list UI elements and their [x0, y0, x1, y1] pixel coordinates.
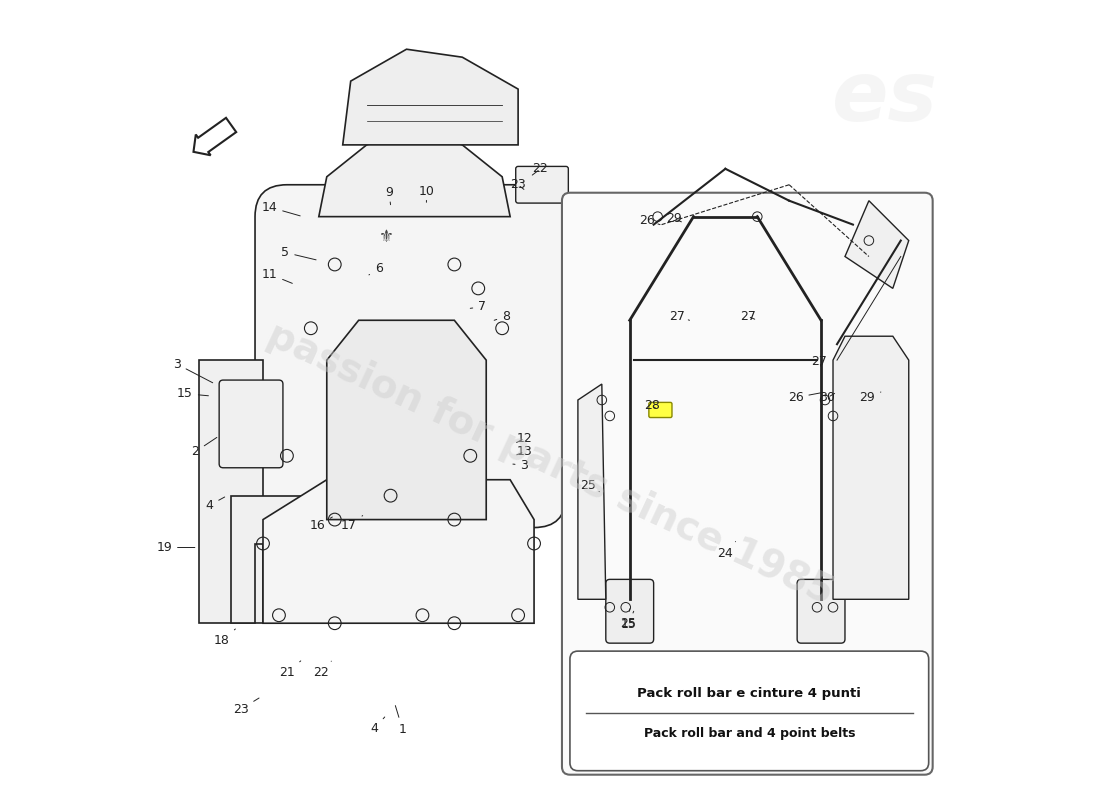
Text: 26: 26: [788, 391, 823, 404]
Text: 15: 15: [177, 387, 208, 400]
Text: 12: 12: [517, 432, 532, 445]
FancyArrow shape: [194, 118, 236, 155]
Text: 27: 27: [670, 310, 690, 322]
Text: 3: 3: [513, 459, 528, 472]
Text: 28: 28: [645, 399, 660, 412]
FancyBboxPatch shape: [219, 380, 283, 468]
Text: 19: 19: [156, 541, 195, 554]
Text: 25: 25: [620, 609, 636, 630]
Text: 4: 4: [206, 497, 224, 512]
Text: 16: 16: [309, 517, 332, 533]
Polygon shape: [327, 320, 486, 519]
Text: 29: 29: [859, 391, 881, 404]
Text: 8: 8: [494, 310, 510, 322]
Text: 11: 11: [262, 267, 293, 283]
Text: passion for parts since 1985: passion for parts since 1985: [261, 315, 839, 612]
Text: 14: 14: [262, 201, 300, 216]
Polygon shape: [845, 201, 909, 288]
Text: 18: 18: [213, 629, 235, 647]
Text: 13: 13: [517, 446, 532, 458]
Text: 29: 29: [666, 212, 681, 225]
Text: 17: 17: [341, 515, 363, 533]
Text: es: es: [832, 57, 938, 138]
FancyBboxPatch shape: [516, 166, 569, 203]
Text: 1: 1: [395, 706, 407, 736]
Text: 23: 23: [233, 698, 258, 716]
Text: 24: 24: [717, 542, 736, 559]
Text: 27: 27: [740, 310, 756, 322]
FancyBboxPatch shape: [562, 193, 933, 774]
Polygon shape: [833, 336, 909, 599]
Text: Pack roll bar e cinture 4 punti: Pack roll bar e cinture 4 punti: [637, 686, 861, 700]
Polygon shape: [578, 384, 606, 599]
Polygon shape: [199, 360, 263, 623]
Text: 22: 22: [314, 661, 331, 679]
FancyBboxPatch shape: [570, 651, 928, 770]
FancyBboxPatch shape: [649, 402, 672, 418]
Text: 7: 7: [471, 300, 486, 314]
Polygon shape: [263, 480, 535, 623]
Text: 6: 6: [368, 262, 383, 275]
Text: 25: 25: [581, 479, 600, 492]
Text: 4: 4: [371, 717, 385, 735]
Text: 26: 26: [639, 214, 660, 227]
Text: 22: 22: [532, 162, 548, 175]
Text: Pack roll bar and 4 point belts: Pack roll bar and 4 point belts: [644, 727, 855, 740]
Text: 3: 3: [173, 358, 212, 382]
FancyBboxPatch shape: [606, 579, 653, 643]
FancyBboxPatch shape: [255, 185, 565, 527]
Text: 23: 23: [510, 178, 526, 191]
Text: 9: 9: [385, 186, 393, 205]
Text: 2: 2: [191, 438, 217, 458]
Text: ⚜: ⚜: [379, 227, 394, 246]
Text: 10: 10: [418, 185, 434, 202]
Polygon shape: [319, 129, 510, 217]
Polygon shape: [231, 496, 302, 623]
Text: 27: 27: [812, 355, 827, 368]
Text: 15: 15: [620, 611, 636, 631]
Text: 21: 21: [279, 661, 300, 679]
Polygon shape: [343, 50, 518, 145]
Text: 30: 30: [820, 391, 835, 404]
FancyBboxPatch shape: [798, 579, 845, 643]
Text: 5: 5: [282, 246, 316, 260]
